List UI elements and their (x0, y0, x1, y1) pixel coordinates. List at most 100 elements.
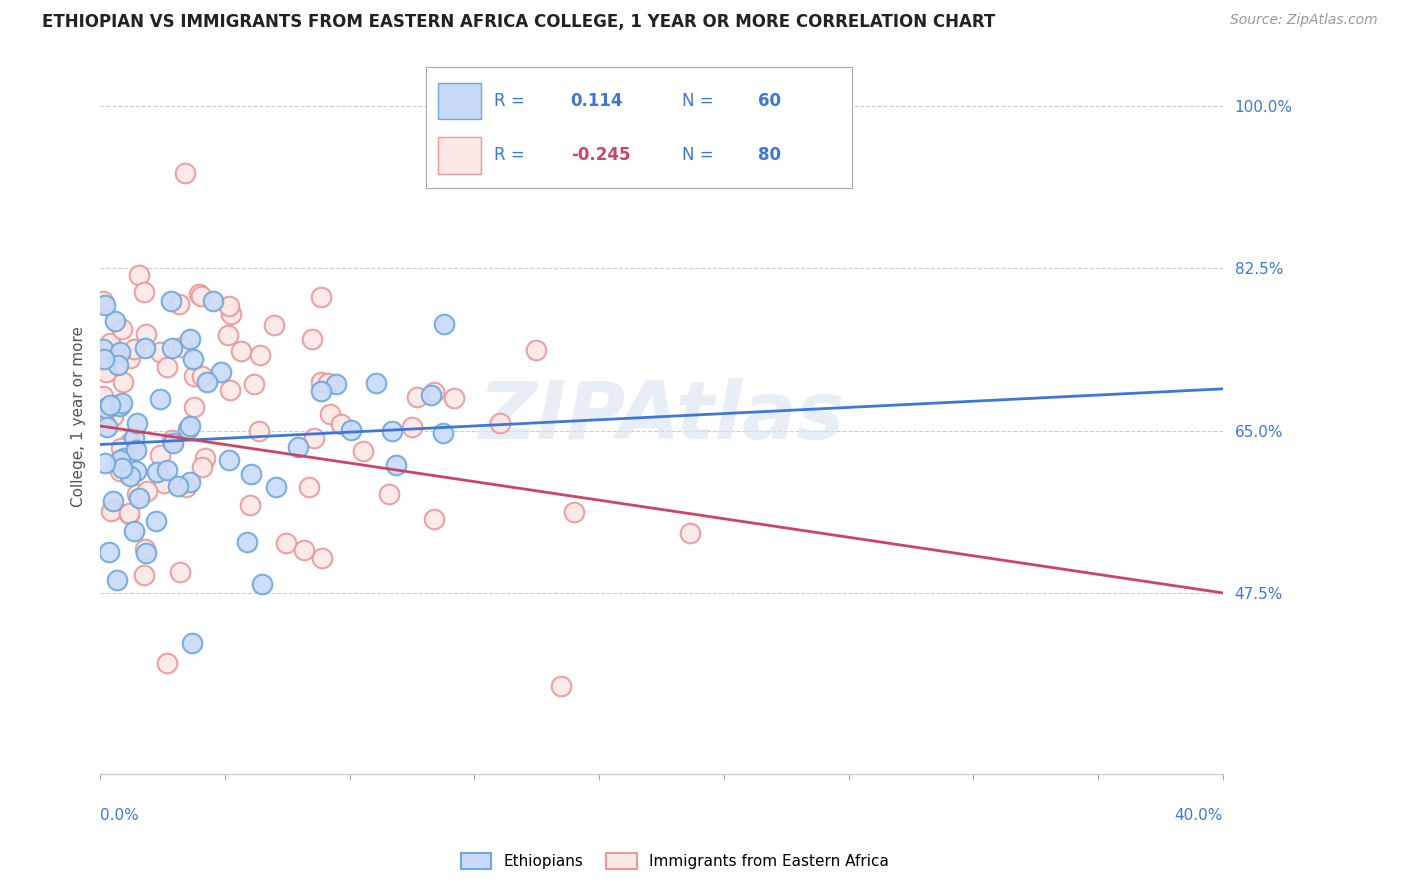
Point (329, 417, 352, 432)
Text: 40.0%: 40.0% (1174, 808, 1223, 823)
Point (128, 268, 150, 283)
Point (195, 375, 218, 389)
Point (218, 299, 240, 313)
Point (183, 400, 205, 414)
Point (190, 460, 212, 475)
Point (179, 332, 201, 346)
Point (96, 355, 118, 369)
Point (252, 577, 274, 591)
Point (169, 566, 191, 580)
Point (162, 341, 184, 355)
Point (91, 409, 114, 424)
Point (179, 418, 201, 433)
Point (524, 343, 547, 358)
Point (101, 342, 124, 356)
Point (423, 512, 446, 526)
Point (562, 505, 585, 519)
Point (152, 475, 174, 490)
Point (110, 461, 132, 475)
Point (316, 376, 339, 390)
Point (160, 433, 183, 447)
Text: ZIPAtlas: ZIPAtlas (478, 377, 845, 456)
Point (136, 483, 159, 498)
Point (91, 294, 114, 309)
Point (191, 368, 214, 383)
Point (101, 409, 124, 423)
Point (125, 464, 148, 478)
Point (112, 375, 135, 389)
Point (120, 435, 142, 450)
Point (93, 351, 115, 366)
Point (122, 343, 145, 357)
Point (381, 424, 404, 438)
Point (93, 456, 115, 470)
Y-axis label: College, 1 year or more: College, 1 year or more (72, 326, 86, 508)
Point (100, 503, 122, 517)
Point (104, 314, 127, 328)
Point (433, 317, 456, 331)
Point (166, 478, 188, 492)
Point (105, 573, 128, 587)
Point (297, 480, 319, 494)
Point (311, 384, 333, 399)
Point (181, 636, 204, 650)
Point (91, 343, 114, 357)
Point (94, 298, 117, 312)
Point (135, 546, 157, 560)
Point (149, 448, 172, 462)
Point (247, 424, 270, 438)
Point (107, 358, 129, 372)
Point (364, 376, 387, 391)
Point (105, 398, 128, 412)
Point (378, 487, 401, 501)
Point (209, 365, 232, 379)
Point (111, 396, 134, 410)
Point (120, 351, 142, 366)
Point (108, 453, 131, 467)
Point (202, 294, 225, 309)
Point (311, 550, 333, 565)
Point (194, 450, 217, 465)
Point (235, 535, 257, 549)
Point (122, 431, 145, 445)
Point (108, 399, 131, 413)
Point (173, 166, 195, 180)
Point (128, 491, 150, 505)
Point (112, 451, 135, 466)
Point (146, 466, 169, 480)
Point (169, 297, 191, 311)
Point (108, 345, 131, 359)
Point (385, 458, 408, 473)
Point (302, 431, 325, 445)
Point (118, 506, 141, 520)
Point (125, 417, 148, 431)
Point (249, 348, 271, 362)
Point (101, 494, 124, 508)
Point (96, 365, 118, 379)
Point (679, 526, 702, 541)
Point (98, 336, 121, 351)
Point (423, 384, 446, 399)
Point (243, 376, 266, 391)
Point (149, 344, 172, 359)
Point (183, 368, 205, 383)
Point (309, 375, 332, 389)
Point (111, 322, 134, 336)
Point (170, 340, 193, 354)
Point (190, 289, 212, 303)
Point (145, 515, 167, 529)
Point (132, 285, 155, 299)
Point (156, 657, 179, 671)
Point (93, 359, 115, 374)
Point (229, 343, 252, 358)
Text: ETHIOPIAN VS IMMIGRANTS FROM EASTERN AFRICA COLLEGE, 1 YEAR OR MORE CORRELATION : ETHIOPIAN VS IMMIGRANTS FROM EASTERN AFR… (42, 13, 995, 31)
Point (287, 441, 309, 455)
Point (110, 441, 132, 455)
Point (240, 467, 263, 481)
Point (149, 392, 172, 407)
Point (443, 392, 465, 406)
Point (134, 341, 156, 355)
Point (219, 307, 242, 321)
Point (352, 444, 374, 458)
Point (218, 383, 240, 397)
